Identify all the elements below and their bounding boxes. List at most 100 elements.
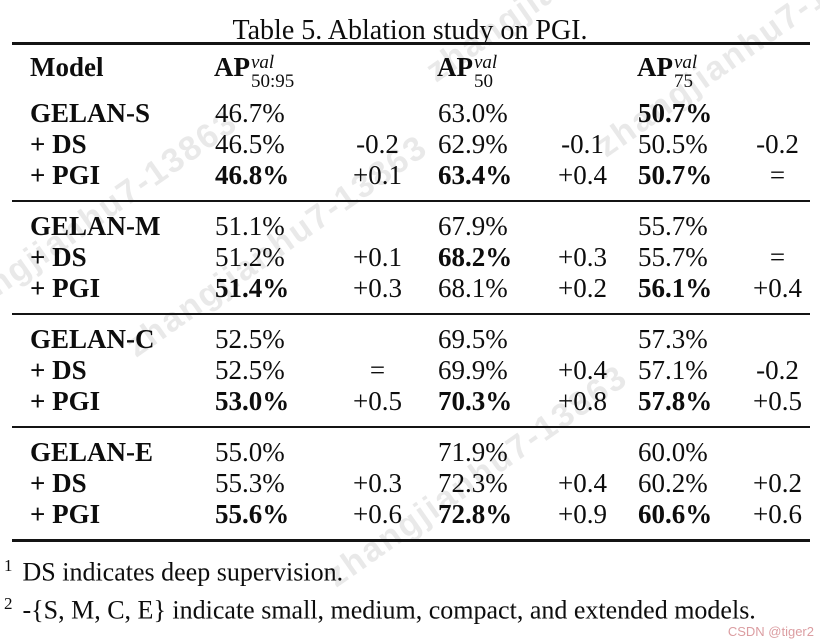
ap-superscript: val bbox=[251, 52, 275, 73]
ap50-value: 63.4% bbox=[438, 159, 513, 190]
delta-value: -0.1 bbox=[561, 128, 604, 159]
ap5095-value: 52.5% bbox=[215, 323, 285, 354]
ap75-value: 50.7% bbox=[638, 159, 713, 190]
ap-subscript: 50 bbox=[474, 71, 493, 93]
delta-value: +0.1 bbox=[353, 159, 402, 190]
ap5095-value: 53.0% bbox=[215, 385, 290, 416]
delta-value bbox=[745, 96, 810, 129]
model-cell: + PGI bbox=[30, 272, 101, 303]
table-row: GELAN-M 51.1% 67.9% 55.7% bbox=[12, 201, 810, 242]
table-row: + PGI 51.4% +0.3 68.1% +0.2 56.1% +0.4 bbox=[12, 273, 810, 314]
model-cell: + DS bbox=[30, 241, 87, 272]
ap-superscript: val bbox=[474, 52, 498, 73]
ablation-table: Model AP val 50:95 AP val 50 AP val 75 GELAN-S… bbox=[12, 42, 810, 542]
ap5095-value: 55.6% bbox=[215, 498, 290, 529]
delta-value: +0.5 bbox=[753, 385, 802, 416]
header-ap-50: AP val 50 bbox=[425, 44, 540, 96]
delta-value bbox=[540, 96, 625, 129]
footnote-marker: 1 bbox=[4, 555, 13, 575]
ap75-value: 57.8% bbox=[638, 385, 713, 416]
delta-value: +0.2 bbox=[753, 467, 802, 498]
delta-value: = bbox=[369, 354, 386, 385]
block-gelan-s: GELAN-S 46.7% 63.0% 50.7% + DS 46.5% -0.… bbox=[12, 96, 810, 201]
delta-value bbox=[330, 314, 425, 355]
header-model: Model bbox=[30, 52, 104, 82]
delta-value: +0.5 bbox=[353, 385, 402, 416]
ap75-value: 55.7% bbox=[638, 241, 708, 272]
header-delta bbox=[540, 44, 625, 96]
delta-value: +0.6 bbox=[753, 498, 802, 529]
ap50-value: 70.3% bbox=[438, 385, 513, 416]
ap-label: AP bbox=[214, 52, 250, 82]
delta-value bbox=[540, 314, 625, 355]
ap-label: AP bbox=[437, 52, 473, 82]
footnote-1: 1 DS indicates deep supervision. bbox=[4, 550, 820, 589]
model-cell: GELAN-M bbox=[30, 210, 161, 241]
ap50-value: 69.5% bbox=[438, 323, 508, 354]
ap75-value: 60.0% bbox=[638, 436, 708, 467]
model-cell: + DS bbox=[30, 467, 87, 498]
model-cell: GELAN-S bbox=[30, 97, 151, 128]
delta-value: +0.4 bbox=[558, 354, 607, 385]
footnote-text: DS indicates deep supervision. bbox=[22, 557, 344, 587]
header-delta bbox=[330, 44, 425, 96]
delta-value: +0.2 bbox=[558, 272, 607, 303]
table-row: GELAN-E 55.0% 71.9% 60.0% bbox=[12, 427, 810, 468]
footnotes: 1 DS indicates deep supervision. 2 -{S, M,… bbox=[4, 550, 820, 627]
ap50-value: 72.3% bbox=[438, 467, 508, 498]
delta-value: +0.8 bbox=[558, 385, 607, 416]
ap50-value: 67.9% bbox=[438, 210, 508, 241]
delta-value: +0.3 bbox=[558, 241, 607, 272]
delta-value bbox=[330, 96, 425, 129]
block-gelan-e: GELAN-E 55.0% 71.9% 60.0% + DS 55.3% +0.… bbox=[12, 426, 810, 541]
delta-value: +0.3 bbox=[353, 467, 402, 498]
footnote-text: -{S, M, C, E} indicate small, medium, co… bbox=[22, 595, 756, 625]
table-row: + DS 46.5% -0.2 62.9% -0.1 50.5% -0.2 bbox=[12, 129, 810, 160]
model-cell: + PGI bbox=[30, 159, 101, 190]
ap50-value: 63.0% bbox=[438, 97, 508, 128]
ap75-value: 57.3% bbox=[638, 323, 708, 354]
delta-value bbox=[540, 427, 625, 468]
footnote-2: 2 -{S, M, C, E} indicate small, medium, c… bbox=[4, 588, 820, 627]
ap75-value: 57.1% bbox=[638, 354, 708, 385]
ap50-value: 62.9% bbox=[438, 128, 508, 159]
ap-superscript: val bbox=[674, 52, 698, 73]
table-caption: Table 5. Ablation study on PGI. bbox=[232, 15, 588, 46]
table-row: GELAN-S 46.7% 63.0% 50.7% bbox=[12, 96, 810, 129]
model-cell: + DS bbox=[30, 128, 87, 159]
delta-value: = bbox=[769, 159, 786, 190]
model-cell: GELAN-E bbox=[30, 436, 154, 467]
delta-value bbox=[330, 201, 425, 242]
ap-label: AP bbox=[637, 52, 673, 82]
model-cell: + PGI bbox=[30, 498, 101, 529]
ap5095-value: 55.3% bbox=[215, 467, 285, 498]
table-row: + PGI 46.8% +0.1 63.4% +0.4 50.7% = bbox=[12, 160, 810, 201]
ap75-value: 55.7% bbox=[638, 210, 708, 241]
delta-value: +0.6 bbox=[353, 498, 402, 529]
ap50-value: 68.1% bbox=[438, 272, 508, 303]
ap75-value: 56.1% bbox=[638, 272, 713, 303]
delta-value: -0.2 bbox=[756, 354, 799, 385]
table-row: GELAN-C 52.5% 69.5% 57.3% bbox=[12, 314, 810, 355]
ap5095-value: 51.4% bbox=[215, 272, 290, 303]
block-gelan-c: GELAN-C 52.5% 69.5% 57.3% + DS 52.5% = 6… bbox=[12, 313, 810, 427]
delta-value bbox=[745, 314, 810, 355]
ap50-value: 69.9% bbox=[438, 354, 508, 385]
ap5095-value: 55.0% bbox=[215, 436, 285, 467]
table-row: + DS 55.3% +0.3 72.3% +0.4 60.2% +0.2 bbox=[12, 468, 810, 499]
table-row: + DS 52.5% = 69.9% +0.4 57.1% -0.2 bbox=[12, 355, 810, 386]
delta-value: +0.4 bbox=[558, 467, 607, 498]
ap50-value: 72.8% bbox=[438, 498, 513, 529]
ap75-value: 60.6% bbox=[638, 498, 713, 529]
delta-value: +0.4 bbox=[558, 159, 607, 190]
model-cell: GELAN-C bbox=[30, 323, 155, 354]
block-gelan-m: GELAN-M 51.1% 67.9% 55.7% + DS 51.2% +0.… bbox=[12, 200, 810, 314]
delta-value: +0.3 bbox=[353, 272, 402, 303]
delta-value: -0.2 bbox=[756, 128, 799, 159]
ap50-value: 68.2% bbox=[438, 241, 513, 272]
footnote-marker: 2 bbox=[4, 594, 13, 614]
ap75-value: 60.2% bbox=[638, 467, 708, 498]
delta-value: -0.2 bbox=[356, 128, 399, 159]
table-row: + DS 51.2% +0.1 68.2% +0.3 55.7% = bbox=[12, 242, 810, 273]
